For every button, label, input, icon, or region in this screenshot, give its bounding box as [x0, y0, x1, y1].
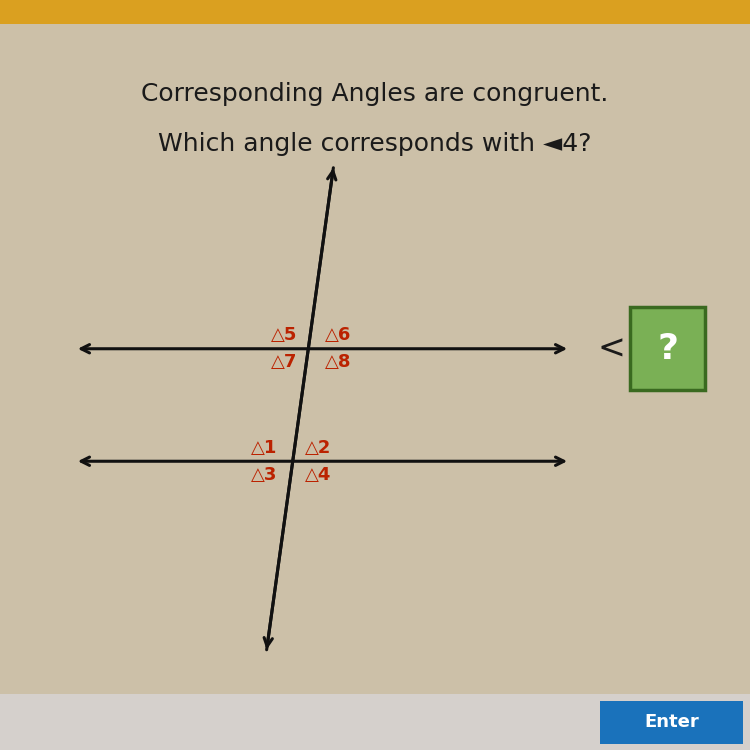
FancyBboxPatch shape [0, 694, 750, 750]
FancyBboxPatch shape [630, 308, 705, 390]
Text: △6: △6 [325, 326, 351, 344]
Text: ?: ? [657, 332, 678, 366]
Text: △1: △1 [251, 439, 278, 457]
Text: △2: △2 [304, 439, 331, 457]
Text: △8: △8 [325, 353, 351, 371]
Text: △7: △7 [272, 353, 298, 371]
Text: Enter: Enter [644, 713, 699, 731]
Text: △5: △5 [272, 326, 298, 344]
Text: Corresponding Angles are congruent.: Corresponding Angles are congruent. [141, 82, 609, 106]
Text: △4: △4 [304, 466, 331, 484]
Text: Which angle corresponds with ◄4?: Which angle corresponds with ◄4? [158, 132, 592, 156]
FancyBboxPatch shape [600, 700, 742, 744]
Text: △3: △3 [251, 466, 278, 484]
FancyBboxPatch shape [0, 0, 750, 24]
Text: <: < [597, 332, 626, 365]
